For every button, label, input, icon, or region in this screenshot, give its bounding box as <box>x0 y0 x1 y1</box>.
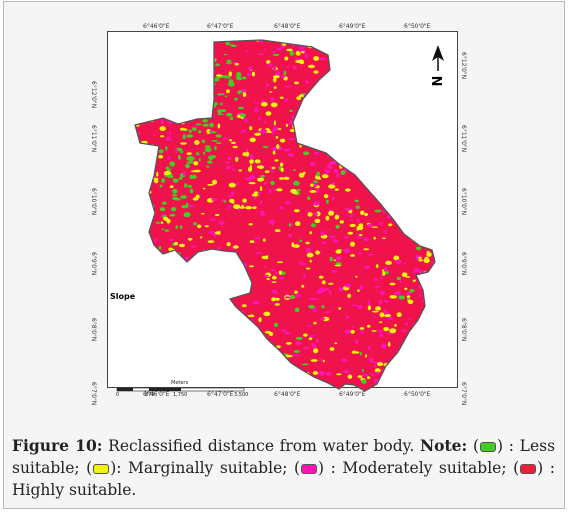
left-tick-4: 6°9'0"N <box>90 252 97 276</box>
bottom-tick-3: 6°48'0"E <box>274 391 301 398</box>
left-tick-1: 6°12'0"N <box>90 81 97 109</box>
north-letter: N <box>431 76 445 87</box>
bottom-tick-2: 6°47'0"E <box>207 391 234 398</box>
map-title-label: Slope <box>110 292 136 301</box>
note-label: Note: <box>420 436 468 455</box>
paren-open: ( <box>86 459 93 477</box>
scale-label-0: 0 <box>116 392 120 398</box>
bottom-tick-1: 6°46'0"E <box>143 391 170 398</box>
figure-caption: Figure 10: Reclassified distance from wa… <box>12 435 555 501</box>
right-tick-1: 6°12'0"N <box>460 52 467 80</box>
right-tick-2: 6°11'0"N <box>460 125 467 153</box>
bottom-tick-5: 6°50'0"E <box>404 391 431 398</box>
scale-label-1: 875 <box>145 392 155 398</box>
scale-label-2: 1,750 <box>173 392 188 398</box>
paren-open: ( <box>472 437 479 455</box>
less-suitable-swatch-icon <box>480 442 496 452</box>
bottom-tick-4: 6°49'0"E <box>339 391 366 398</box>
paren-close: ) <box>497 437 504 455</box>
right-tick-3: 6°10'0"N <box>460 188 467 216</box>
suitability-raster <box>135 40 435 391</box>
scale-bar: Meters 0 875 1,750 3,500 <box>115 380 255 404</box>
moderately-suitable-text: : Moderately suitable; <box>330 459 507 477</box>
scale-unit: Meters <box>171 380 189 386</box>
top-tick-3: 6°48'0"E <box>274 23 301 30</box>
top-tick-2: 6°47'0"E <box>207 23 234 30</box>
right-tick-4: 6°9'0"N <box>460 252 467 276</box>
top-tick-4: 6°49'0"E <box>339 23 366 30</box>
paren-open: ( <box>513 459 520 477</box>
paren-open: ( <box>293 459 301 477</box>
marginally-suitable-swatch-icon <box>93 464 110 474</box>
north-arrow-icon: N <box>431 45 445 87</box>
study-area-boundary <box>134 39 436 392</box>
left-tick-2: 6°11'0"N <box>90 125 97 153</box>
left-tick-6: 6°7'0"N <box>90 382 97 406</box>
top-tick-1: 6°46'0"E <box>143 23 170 30</box>
scale-label-3: 3,500 <box>234 392 249 398</box>
less-suitable-text: : Less suitable; <box>12 437 556 477</box>
paren-close: ) <box>110 459 117 477</box>
paren-close: ) <box>537 459 544 477</box>
highly-suitable-swatch-icon <box>520 464 537 474</box>
moderately-suitable-swatch-icon <box>301 464 318 474</box>
caption-text: Reclassified distance from water body. <box>108 437 415 455</box>
right-tick-5: 6°8'0"N <box>460 318 467 342</box>
highly-suitable-text: : Highly suitable. <box>12 459 555 499</box>
figure-label: Figure 10: <box>12 436 103 455</box>
paren-close: ) <box>318 459 325 477</box>
left-tick-3: 6°10'0"N <box>90 188 97 216</box>
marginally-suitable-text: : Marginally suitable; <box>116 459 288 477</box>
right-tick-6: 6°7'0"N <box>460 382 467 406</box>
top-tick-5: 6°50'0"E <box>404 23 431 30</box>
scale-bar-graphic <box>116 387 245 392</box>
left-tick-5: 6°8'0"N <box>90 318 97 342</box>
